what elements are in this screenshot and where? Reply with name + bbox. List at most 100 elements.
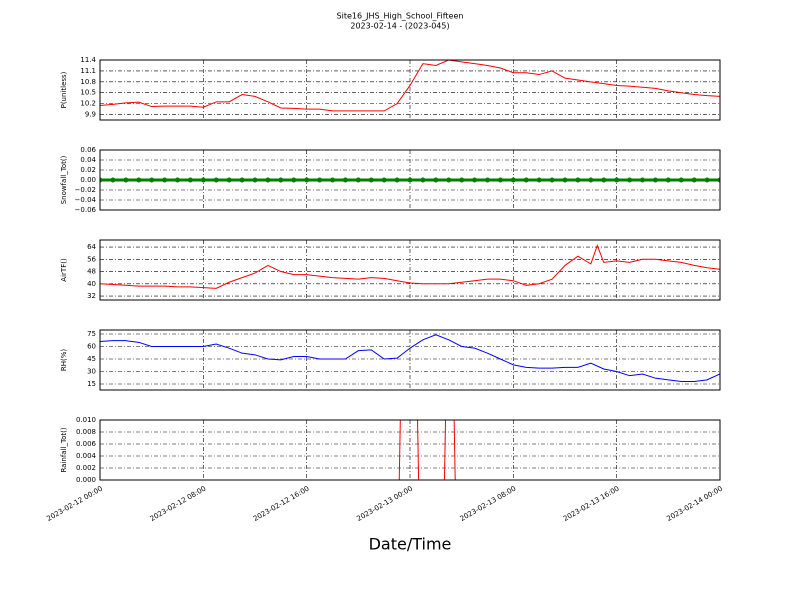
- data-point: [510, 177, 516, 183]
- data-point: [472, 177, 478, 183]
- data-point: [575, 177, 581, 183]
- data-point: [497, 177, 503, 183]
- plot-series: [100, 244, 720, 289]
- y-tick-label: 60: [87, 343, 96, 351]
- y-tick-label: 32: [87, 292, 96, 300]
- y-tick-label: 30: [87, 368, 96, 376]
- y-tick-label: 10.8: [80, 78, 96, 86]
- y-tick-label: −0.06: [75, 206, 97, 214]
- data-point: [252, 177, 258, 183]
- data-point: [304, 177, 310, 183]
- data-point: [407, 177, 413, 183]
- axes-frame: [99, 149, 721, 211]
- y-tick-label: −0.04: [75, 196, 97, 204]
- data-point: [136, 177, 142, 183]
- x-tick-label: 2023-02-12 00:00: [45, 485, 104, 523]
- x-tick-label: 2023-02-13 00:00: [355, 485, 414, 523]
- data-line: [100, 60, 720, 112]
- data-point: [665, 177, 671, 183]
- x-tick-label: 2023-02-12 16:00: [252, 485, 311, 523]
- data-point: [226, 177, 232, 183]
- data-point: [317, 177, 323, 183]
- data-point: [549, 177, 555, 183]
- data-point: [200, 177, 206, 183]
- y-tick-label: 0.00: [80, 176, 96, 184]
- chart-subtitle: 2023-02-14 - (2023-045): [350, 22, 449, 31]
- data-point: [446, 177, 452, 183]
- chart-title: Site16_JHS_High_School_Fifteen: [337, 12, 464, 21]
- data-point: [368, 177, 374, 183]
- y-tick-label: 10.2: [80, 100, 96, 108]
- data-point: [614, 177, 620, 183]
- y-tick-label: 64: [87, 243, 96, 251]
- data-point: [381, 177, 387, 183]
- data-point: [291, 177, 297, 183]
- y-tick-label: 0.008: [76, 428, 96, 436]
- data-point: [239, 177, 245, 183]
- data-point: [640, 177, 645, 183]
- data-point: [704, 177, 710, 183]
- y-tick-label: 48: [87, 268, 96, 276]
- data-point: [213, 177, 219, 183]
- data-point: [485, 177, 490, 183]
- y-tick-label: 0.000: [76, 476, 96, 484]
- y-tick-label: 75: [87, 330, 96, 338]
- y-tick-label: 10.5: [80, 89, 96, 97]
- x-tick-label: 2023-02-13 08:00: [459, 485, 518, 523]
- data-line: [100, 334, 720, 382]
- y-tick-label: 9.9: [85, 111, 96, 119]
- y-tick-label: 0.06: [80, 146, 96, 154]
- data-point: [355, 177, 361, 183]
- data-point: [523, 177, 529, 183]
- y-tick-label: 40: [87, 280, 96, 288]
- axes-frame: [99, 329, 721, 391]
- y-tick-label: 0.004: [76, 452, 97, 460]
- data-point: [691, 177, 697, 183]
- data-point: [717, 177, 720, 183]
- data-point: [278, 177, 284, 183]
- y-tick-label: 0.002: [76, 464, 96, 472]
- y-axis-label: P(unitless): [60, 71, 68, 108]
- x-tick-label: 2023-02-14 00:00: [665, 485, 724, 523]
- x-tick-label: 2023-02-13 16:00: [562, 485, 621, 523]
- data-point: [536, 177, 542, 183]
- data-point: [652, 177, 658, 183]
- data-point: [420, 177, 426, 183]
- data-point: [433, 177, 439, 183]
- y-axis-label: RH(%): [60, 349, 68, 372]
- y-tick-label: 45: [87, 355, 96, 363]
- y-tick-label: 0.006: [76, 440, 97, 448]
- y-tick-label: 0.02: [80, 166, 96, 174]
- data-point: [394, 177, 400, 183]
- data-point: [100, 177, 103, 183]
- axes-frame: [99, 239, 721, 301]
- data-point: [162, 177, 168, 183]
- y-tick-label: 0.010: [76, 416, 96, 424]
- data-point: [342, 177, 348, 183]
- data-line: [100, 244, 720, 289]
- data-point: [123, 177, 129, 183]
- data-point: [149, 177, 155, 183]
- y-tick-label: 11.1: [80, 67, 96, 75]
- y-tick-label: 11.4: [80, 56, 96, 64]
- data-point: [562, 177, 568, 183]
- axes-frame: [99, 59, 721, 121]
- plot-series: [100, 60, 720, 112]
- plot-series: [100, 177, 720, 183]
- data-point: [110, 177, 116, 183]
- data-point: [459, 177, 465, 183]
- x-axis-label: Date/Time: [369, 535, 452, 554]
- y-tick-label: 56: [87, 255, 96, 263]
- data-point: [678, 177, 684, 183]
- data-point: [175, 177, 180, 183]
- data-point: [627, 177, 633, 183]
- y-axis-label: AirTF(): [60, 258, 68, 282]
- y-axis-label: Rainfall_Tot(): [60, 427, 68, 472]
- y-tick-label: −0.02: [75, 186, 96, 194]
- x-tick-label: 2023-02-12 08:00: [149, 485, 208, 523]
- data-point: [265, 177, 271, 183]
- data-point: [187, 177, 193, 183]
- data-point: [330, 177, 335, 183]
